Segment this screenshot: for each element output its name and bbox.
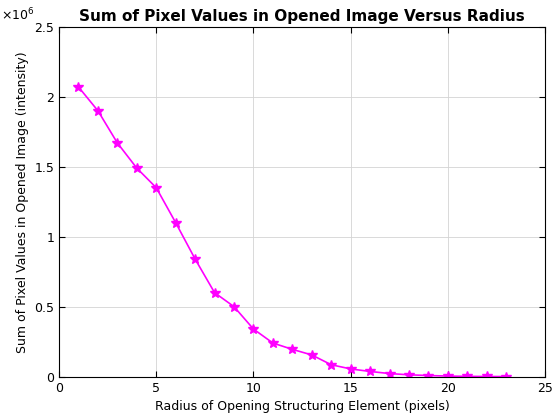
X-axis label: Radius of Opening Structuring Element (pixels): Radius of Opening Structuring Element (p… bbox=[155, 400, 450, 413]
Title: Sum of Pixel Values in Opened Image Versus Radius: Sum of Pixel Values in Opened Image Vers… bbox=[79, 9, 525, 24]
Text: $\times10^6$: $\times10^6$ bbox=[1, 7, 34, 23]
Y-axis label: Sum of Pixel Values in Opened Image (intensity): Sum of Pixel Values in Opened Image (int… bbox=[16, 51, 29, 352]
